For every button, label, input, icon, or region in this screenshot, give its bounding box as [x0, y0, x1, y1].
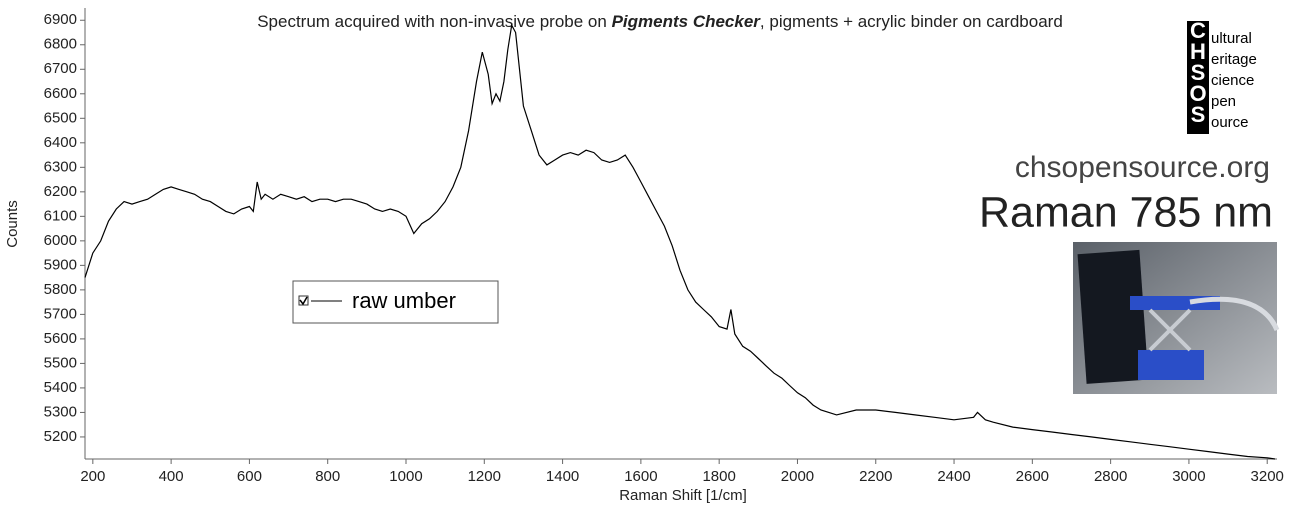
- legend-label[interactable]: raw umber: [352, 288, 456, 313]
- x-tick-label: 2400: [937, 468, 970, 485]
- logo-word: ultural: [1211, 30, 1252, 47]
- legend[interactable]: raw umber: [292, 280, 499, 324]
- technique: Raman 785 nm: [979, 188, 1273, 236]
- photo-card: [1077, 249, 1149, 384]
- legend-checkbox[interactable]: [298, 295, 309, 306]
- photo-jack: [1148, 308, 1192, 352]
- logo-letter: S: [1191, 102, 1206, 127]
- x-tick-label: 800: [315, 468, 340, 485]
- legend-check: [299, 296, 308, 306]
- x-tick-label: 2600: [1016, 468, 1049, 485]
- logo-letter: S: [1191, 60, 1206, 85]
- y-tick-label: 6900: [44, 11, 77, 28]
- y-tick-label: 5700: [44, 305, 77, 322]
- title-part: , pigments + acrylic binder on cardboard: [760, 12, 1063, 31]
- x-tick-label: 200: [80, 468, 105, 485]
- logo-letter: C: [1190, 18, 1206, 43]
- y-tick-label: 6200: [44, 183, 77, 200]
- x-tick-label: 2000: [781, 468, 814, 485]
- x-tick-label: 1800: [702, 468, 735, 485]
- x-tick-label: 1600: [624, 468, 657, 485]
- y-tick-label: 5900: [44, 256, 77, 273]
- x-tick-label: 400: [159, 468, 184, 485]
- y-tick-label: 6000: [44, 232, 77, 249]
- y-tick-label: 5500: [44, 354, 77, 371]
- x-tick-label: 2800: [1094, 468, 1127, 485]
- y-tick-label: 6300: [44, 158, 77, 175]
- y-tick-label: 6500: [44, 109, 77, 126]
- logo-letter: O: [1189, 81, 1206, 106]
- logo-word: pen: [1211, 93, 1236, 110]
- y-tick-label: 6700: [44, 60, 77, 77]
- title-part: Spectrum acquired with non-invasive prob…: [257, 12, 611, 31]
- y-tick-label: 6600: [44, 85, 77, 102]
- logo-word: ource: [1211, 114, 1249, 131]
- y-tick-label: 5600: [44, 330, 77, 347]
- logo-word: cience: [1211, 72, 1254, 89]
- x-tick-label: 1000: [389, 468, 422, 485]
- x-tick-label: 1200: [468, 468, 501, 485]
- y-tick-label: 6800: [44, 36, 77, 53]
- website: chsopensource.org: [1015, 151, 1270, 184]
- x-axis-label: Raman Shift [1/cm]: [619, 487, 747, 504]
- x-tick-label: 3000: [1172, 468, 1205, 485]
- y-tick-label: 5400: [44, 379, 77, 396]
- logo-word: eritage: [1211, 51, 1257, 68]
- photo: [1073, 242, 1280, 394]
- y-tick-label: 6400: [44, 134, 77, 151]
- logo-letter: H: [1190, 39, 1206, 64]
- photo-probe: [1189, 296, 1280, 332]
- legend-box: [292, 280, 499, 324]
- y-tick-label: 5300: [44, 403, 77, 420]
- y-tick-label: 5800: [44, 281, 77, 298]
- title-emphasis: Pigments Checker: [612, 12, 762, 31]
- x-tick-label: 600: [237, 468, 262, 485]
- photo-stand: [1138, 350, 1204, 380]
- x-tick-label: 1400: [546, 468, 579, 485]
- data-line: [84, 23, 1276, 460]
- y-axis-label: Counts: [4, 200, 21, 248]
- chart-title: Spectrum acquired with non-invasive prob…: [257, 12, 1063, 31]
- y-tick-label: 6100: [44, 207, 77, 224]
- x-tick-label: 3200: [1251, 468, 1284, 485]
- y-tick-label: 5200: [44, 428, 77, 445]
- logo-bar: [1187, 21, 1209, 134]
- x-tick-label: 2200: [859, 468, 892, 485]
